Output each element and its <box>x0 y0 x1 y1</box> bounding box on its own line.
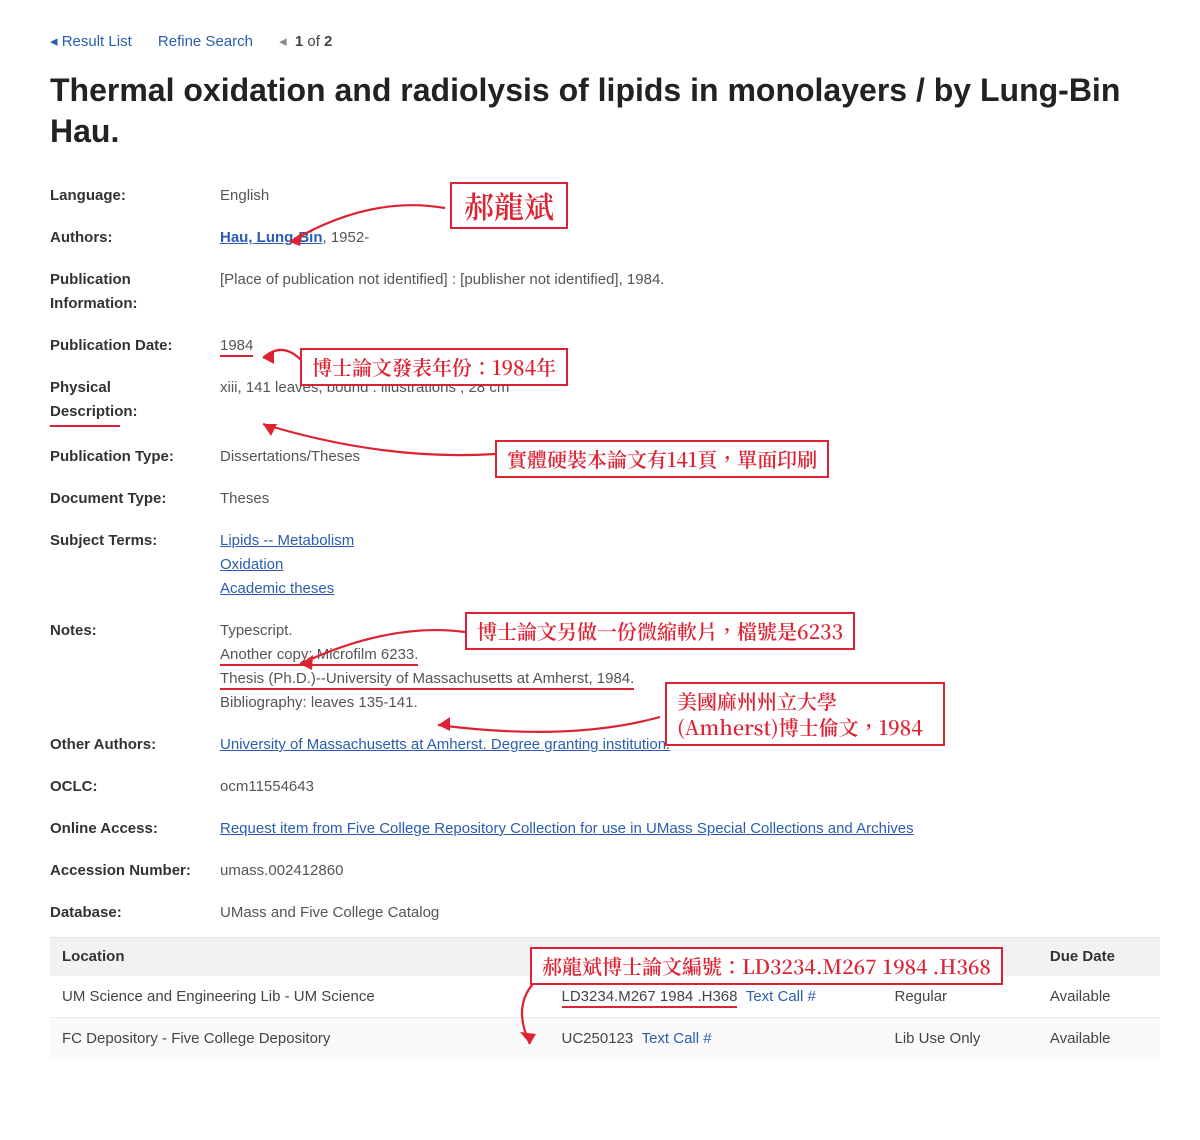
doctype-label: Document Type: <box>50 487 220 511</box>
annotation-arrow-icon <box>290 620 480 675</box>
subject-link[interactable]: Oxidation <box>220 556 283 573</box>
doctype-value: Theses <box>220 487 1160 511</box>
subject-link[interactable]: Academic theses <box>220 580 334 597</box>
acc-value: umass.002412860 <box>220 859 1160 883</box>
annotation-arrow-icon <box>255 416 505 461</box>
subjects-label: Subject Terms: <box>50 529 220 553</box>
table-row: FC Depository - Five College Depository … <box>50 1017 1160 1059</box>
notes-label: Notes: <box>50 619 220 643</box>
annotation-arrow-icon <box>430 707 670 747</box>
pubdate-label: Publication Date: <box>50 334 220 358</box>
callno-value: LD3234.M267 1984 .H368 <box>562 988 738 1008</box>
subject-link[interactable]: Lipids -- Metabolism <box>220 532 354 549</box>
refine-search-link[interactable]: Refine Search <box>158 33 253 50</box>
db-label: Database: <box>50 901 220 925</box>
otherauth-label: Other Authors: <box>50 733 220 757</box>
pager-total: 2 <box>324 33 332 50</box>
pubinfo-value: [Place of publication not identified] : … <box>220 268 1160 292</box>
online-label: Online Access: <box>50 817 220 841</box>
left-triangle-icon: ◂ <box>50 33 58 50</box>
annotation-pubyear: 博士論文發表年份：1984年 <box>300 348 568 386</box>
online-access-link[interactable]: Request item from Five College Repositor… <box>220 820 914 837</box>
annotation-pages: 實體硬裝本論文有141頁，單面印刷 <box>495 440 829 478</box>
physdesc-label: Physical Description: <box>50 376 220 427</box>
annotation-catalog: 郝龍斌博士論文編號：LD3234.M267 1984 .H368 <box>530 947 1003 985</box>
pubinfo-label: Publication Information: <box>50 268 220 316</box>
col-due: Due Date <box>1038 937 1160 975</box>
authors-label: Authors: <box>50 226 220 250</box>
oclc-value: ocm11554643 <box>220 775 1160 799</box>
callno-value: UC250123 <box>562 1030 634 1047</box>
result-list-link[interactable]: ◂ Result List <box>50 33 132 50</box>
annotation-name-cjk: 郝龍斌 <box>450 182 568 229</box>
subjects-value: Lipids -- Metabolism Oxidation Academic … <box>220 529 1160 601</box>
language-label: Language: <box>50 184 220 208</box>
text-call-link[interactable]: Text Call # <box>746 988 816 1005</box>
pubtype-label: Publication Type: <box>50 445 220 469</box>
pager-prev-icon: ◂ <box>279 33 287 50</box>
pager: ◂ 1 of 2 <box>279 33 332 50</box>
annotation-microfilm: 博士論文另做一份微縮軟片，檔號是6233 <box>465 612 855 650</box>
online-value: Request item from Five College Repositor… <box>220 817 1160 841</box>
oclc-label: OCLC: <box>50 775 220 799</box>
acc-label: Accession Number: <box>50 859 220 883</box>
record-title: Thermal oxidation and radiolysis of lipi… <box>50 70 1160 152</box>
annotation-umass: 美國麻州州立大學(Amherst)博士倫文，1984 <box>665 682 945 746</box>
text-call-link[interactable]: Text Call # <box>642 1030 712 1047</box>
pager-current: 1 <box>295 33 303 50</box>
top-navigation: ◂ Result List Refine Search ◂ 1 of 2 <box>50 32 1160 50</box>
col-location: Location <box>50 937 550 975</box>
db-value: UMass and Five College Catalog <box>220 901 1160 925</box>
annotation-arrow-icon <box>280 190 460 260</box>
